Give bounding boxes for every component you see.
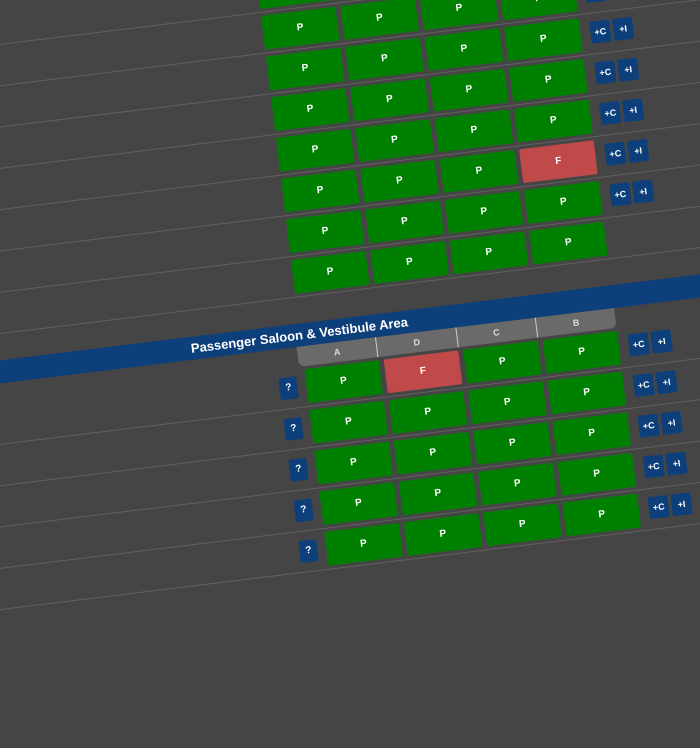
result-cell[interactable]: P xyxy=(430,69,509,112)
result-cell[interactable]: F xyxy=(384,350,463,393)
help-button[interactable]: ? xyxy=(293,498,314,522)
result-cell[interactable]: P xyxy=(450,231,529,274)
add-image-button[interactable]: +I xyxy=(670,492,693,516)
result-cell[interactable]: P xyxy=(553,412,632,455)
add-comment-button[interactable]: +C xyxy=(599,101,622,125)
result-cell[interactable]: P xyxy=(291,251,370,294)
result-cell[interactable]: P xyxy=(370,241,449,284)
result-cell[interactable]: P xyxy=(478,463,557,506)
result-cell[interactable]: P xyxy=(468,381,547,424)
add-comment-button[interactable]: +C xyxy=(594,60,617,84)
add-comment-button[interactable]: +C xyxy=(647,495,670,519)
add-comment-button[interactable]: +C xyxy=(609,182,632,206)
result-cell[interactable]: P xyxy=(276,129,355,172)
result-cell[interactable]: P xyxy=(360,160,439,203)
result-cell[interactable]: P xyxy=(524,181,603,224)
result-cell[interactable]: P xyxy=(355,119,434,162)
add-image-button[interactable]: +I xyxy=(665,451,688,475)
add-comment-button[interactable]: +C xyxy=(642,454,665,478)
result-cell[interactable]: P xyxy=(504,18,583,61)
add-image-button[interactable]: +I xyxy=(627,139,650,163)
add-comment-button[interactable]: +C xyxy=(604,142,627,166)
result-cell[interactable]: P xyxy=(389,391,468,434)
help-button[interactable]: ? xyxy=(298,539,319,563)
add-image-button[interactable]: +I xyxy=(655,370,678,394)
add-comment-button[interactable]: +C xyxy=(589,20,612,44)
add-image-button[interactable]: +I xyxy=(650,329,673,353)
result-cell[interactable]: P xyxy=(340,0,419,40)
result-cell[interactable]: P xyxy=(394,432,473,475)
help-button[interactable]: ? xyxy=(283,417,304,441)
result-cell[interactable]: P xyxy=(261,7,340,50)
result-cell[interactable]: P xyxy=(463,341,542,384)
result-cell[interactable]: P xyxy=(309,401,388,444)
result-cell[interactable]: P xyxy=(529,222,608,265)
result-cell[interactable]: P xyxy=(404,513,483,556)
add-comment-button[interactable]: +C xyxy=(632,373,655,397)
result-cell[interactable]: P xyxy=(425,28,504,71)
result-cell[interactable]: P xyxy=(271,88,350,131)
add-image-button[interactable]: +I xyxy=(632,179,655,203)
result-cell[interactable]: P xyxy=(350,78,429,121)
result-cell[interactable]: P xyxy=(304,360,383,403)
result-cell[interactable]: P xyxy=(365,200,444,243)
result-cell[interactable]: P xyxy=(435,109,514,152)
result-cell[interactable]: P xyxy=(314,441,393,484)
add-comment-button[interactable]: +C xyxy=(628,332,651,356)
result-cell[interactable]: P xyxy=(558,453,637,496)
inspection-checklist: Passenger Saloon & Vestibule Area A D C … xyxy=(0,0,700,706)
result-cell[interactable]: P xyxy=(399,472,478,515)
add-image-button[interactable]: +I xyxy=(622,98,645,122)
help-button[interactable]: ? xyxy=(288,458,309,482)
result-cell[interactable]: P xyxy=(473,422,552,465)
add-image-button[interactable]: +I xyxy=(617,57,640,81)
result-cell[interactable]: P xyxy=(543,331,622,374)
result-cell[interactable]: P xyxy=(514,100,593,143)
result-cell[interactable]: P xyxy=(286,210,365,253)
result-cell[interactable]: P xyxy=(281,170,360,213)
result-cell[interactable]: P xyxy=(319,482,398,525)
result-cell[interactable]: P xyxy=(440,150,519,193)
result-cell[interactable]: P xyxy=(266,47,345,90)
result-cell[interactable]: P xyxy=(345,38,424,81)
add-comment-button[interactable]: +C xyxy=(637,414,660,438)
result-cell[interactable]: P xyxy=(563,494,642,537)
result-cell[interactable]: P xyxy=(548,372,627,415)
add-image-button[interactable]: +I xyxy=(660,411,683,435)
add-comment-button[interactable]: +C xyxy=(584,0,607,3)
add-image-button[interactable]: +I xyxy=(612,17,635,41)
result-cell[interactable]: P xyxy=(509,59,588,102)
result-cell[interactable]: P xyxy=(324,523,403,566)
result-cell[interactable]: F xyxy=(519,140,598,183)
help-button[interactable]: ? xyxy=(278,376,299,400)
result-cell[interactable]: P xyxy=(445,191,524,234)
